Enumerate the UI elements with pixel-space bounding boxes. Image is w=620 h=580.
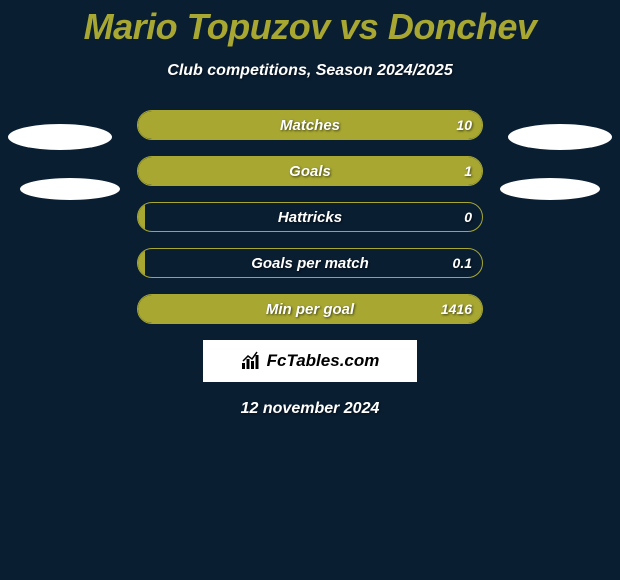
- stat-bar: Min per goal 1416: [137, 294, 483, 324]
- stat-label: Goals per match: [138, 249, 482, 277]
- stat-label: Goals: [138, 157, 482, 185]
- stat-bar: Goals 1: [137, 156, 483, 186]
- brand-text: FcTables.com: [267, 351, 380, 371]
- stats-container: Matches 10 Goals 1 Hattricks 0 Goals per…: [137, 110, 483, 324]
- stat-label: Matches: [138, 111, 482, 139]
- brand-badge[interactable]: FcTables.com: [203, 340, 417, 382]
- stat-bar: Hattricks 0: [137, 202, 483, 232]
- decor-ellipse: [20, 178, 120, 200]
- stat-value: 0.1: [453, 249, 472, 277]
- decor-ellipse: [508, 124, 612, 150]
- stat-value: 1416: [441, 295, 472, 323]
- page-subtitle: Club competitions, Season 2024/2025: [0, 62, 620, 80]
- stat-label: Min per goal: [138, 295, 482, 323]
- stat-label: Hattricks: [138, 203, 482, 231]
- decor-ellipse: [8, 124, 112, 150]
- decor-ellipse: [500, 178, 600, 200]
- stat-bar: Matches 10: [137, 110, 483, 140]
- stat-value: 1: [464, 157, 472, 185]
- stat-value: 0: [464, 203, 472, 231]
- bar-chart-icon: [241, 351, 263, 371]
- stat-bar: Goals per match 0.1: [137, 248, 483, 278]
- footer-date: 12 november 2024: [0, 400, 620, 418]
- page-title: Mario Topuzov vs Donchev: [0, 0, 620, 48]
- stat-value: 10: [456, 111, 472, 139]
